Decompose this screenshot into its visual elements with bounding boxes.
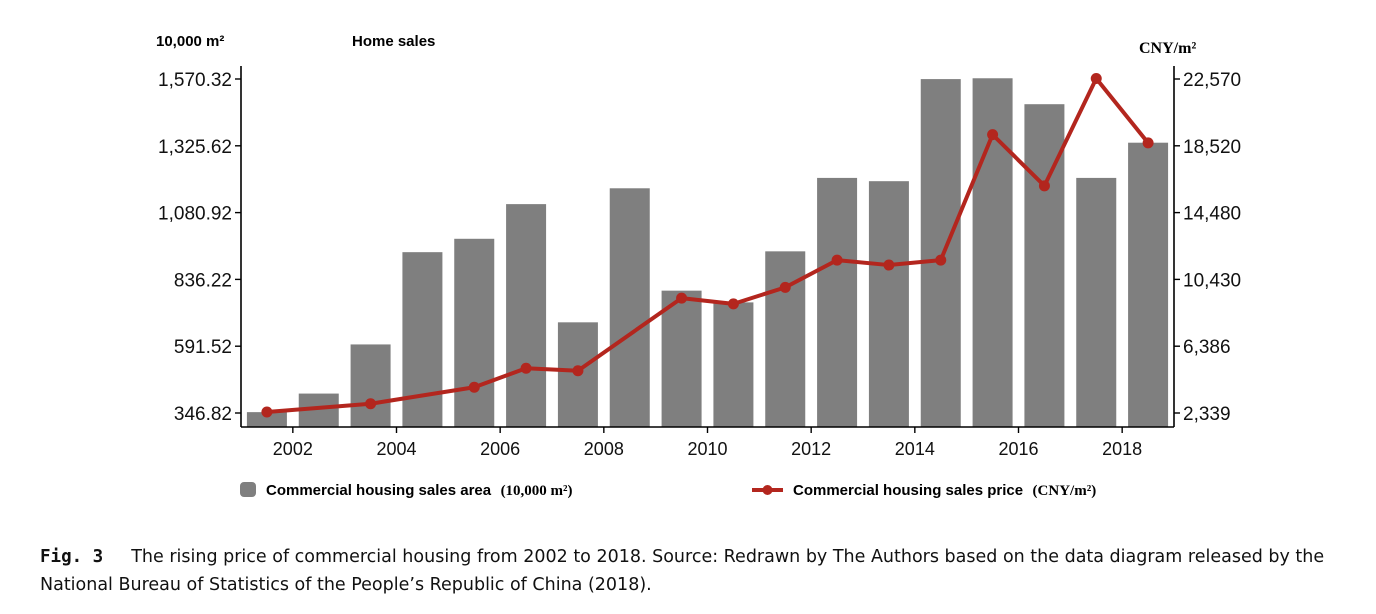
legend-label-area: Commercial housing sales area (10,000 m²…	[266, 482, 573, 499]
price-point	[365, 398, 377, 410]
right-tick-label: 18,520	[1183, 137, 1241, 158]
bar	[1128, 142, 1169, 427]
bar	[350, 344, 391, 427]
x-tick-label: 2010	[687, 439, 727, 459]
price-point	[987, 129, 999, 141]
price-point	[831, 254, 843, 266]
bar	[713, 302, 754, 427]
left-tick-label: 836.22	[174, 270, 232, 291]
bar	[920, 79, 961, 428]
legend-swatch-area	[240, 482, 256, 497]
right-axis-unit: CNY/m²	[1139, 40, 1196, 57]
bar	[1076, 177, 1117, 427]
x-tick-label: 2006	[480, 439, 520, 459]
caption-label: Fig. 3	[40, 547, 104, 567]
chart-title: Home sales	[352, 33, 435, 50]
bar	[765, 251, 806, 427]
x-tick-label: 2014	[895, 439, 935, 459]
price-point	[520, 362, 532, 374]
figure-caption: Fig. 3 The rising price of commercial hou…	[40, 543, 1350, 599]
right-tick-label: 2,339	[1183, 404, 1231, 425]
bar	[817, 177, 858, 427]
x-axis-ticks: 2002 2004 2006 2008 2010 2012 2014 2016 2018	[273, 427, 1142, 459]
x-tick-label: 2018	[1102, 439, 1142, 459]
line-series	[261, 73, 1154, 418]
right-tick-label: 10,430	[1183, 270, 1241, 291]
bar	[609, 188, 650, 427]
bar	[868, 181, 909, 427]
bar	[246, 412, 287, 427]
x-tick-label: 2012	[791, 439, 831, 459]
bar-series	[246, 78, 1169, 428]
price-point	[676, 292, 688, 304]
price-point	[727, 298, 739, 310]
price-point	[261, 406, 273, 418]
right-tick-label: 14,480	[1183, 204, 1241, 225]
price-line	[266, 76, 1150, 414]
legend: Commercial housing sales area (10,000 m²…	[240, 482, 1096, 499]
price-point	[883, 259, 895, 271]
bar	[402, 252, 443, 427]
left-tick-label: 591.52	[174, 337, 232, 358]
left-tick-label: 346.82	[174, 404, 232, 425]
price-point	[1142, 137, 1154, 149]
bar	[454, 238, 495, 427]
bar	[661, 290, 702, 427]
price-point	[572, 365, 584, 377]
legend-label-price: Commercial housing sales price (CNY/m²)	[793, 482, 1096, 499]
price-point	[779, 281, 791, 293]
x-tick-label: 2016	[998, 439, 1038, 459]
right-tick-label: 6,386	[1183, 337, 1231, 358]
x-tick-label: 2002	[273, 439, 313, 459]
right-axis-ticks: 22,570 18,520 14,480 10,430 6,386 2,339	[1174, 70, 1241, 425]
price-point	[1090, 73, 1102, 85]
caption-text: The rising price of commercial housing f…	[40, 547, 1325, 595]
price-point	[935, 254, 947, 266]
left-tick-label: 1,325.62	[158, 137, 232, 158]
legend-swatch-marker	[762, 485, 773, 495]
chart: 10,000 m² Home sales CNY/m² 1,570.32 1,32…	[156, 33, 1241, 499]
right-tick-label: 22,570	[1183, 70, 1241, 91]
x-tick-label: 2008	[584, 439, 624, 459]
bar	[506, 204, 547, 427]
price-point	[1038, 180, 1050, 192]
left-tick-label: 1,570.32	[158, 70, 232, 91]
x-tick-label: 2004	[376, 439, 416, 459]
left-axis-unit: 10,000 m²	[156, 33, 224, 50]
left-axis-ticks: 1,570.32 1,325.62 1,080.92 836.22 591.52 346.…	[158, 70, 241, 425]
price-point	[468, 381, 480, 393]
left-tick-label: 1,080.92	[158, 204, 232, 225]
